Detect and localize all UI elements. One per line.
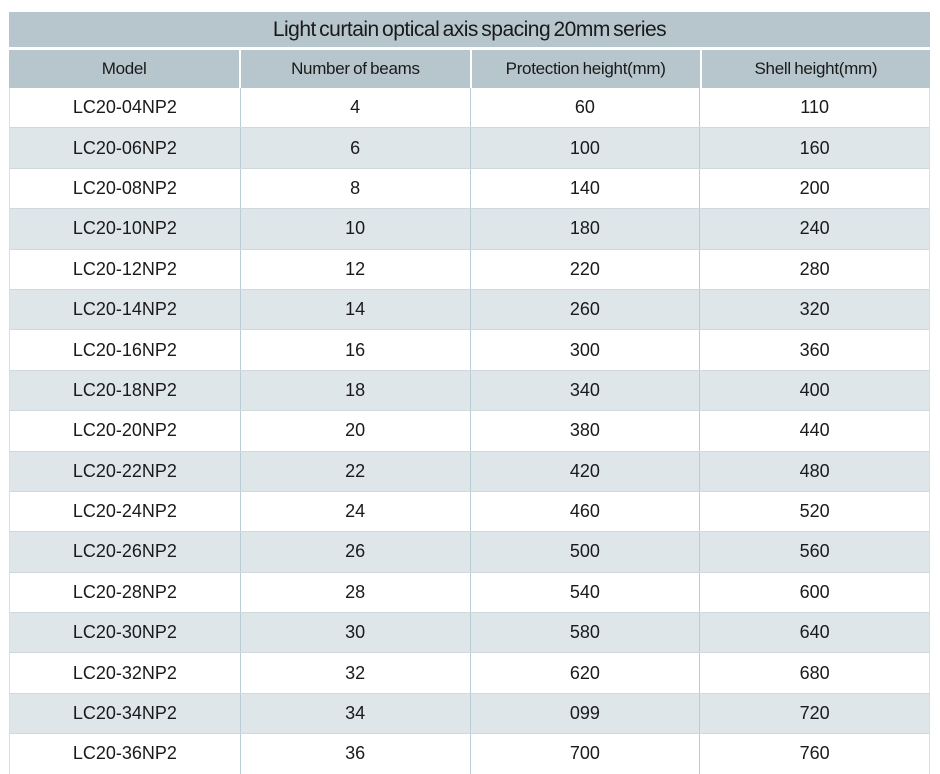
shell-height-cell: 600 bbox=[699, 572, 929, 613]
protection-height-cell: 500 bbox=[469, 532, 700, 572]
model-cell: LC20-24NP2 bbox=[72, 501, 177, 522]
protection-height-cell: 60 bbox=[469, 88, 700, 128]
shell-height-cell: 560 bbox=[699, 532, 929, 572]
number-of-beams-cell: 12 bbox=[239, 249, 470, 289]
shell-height-cell: 360 bbox=[699, 330, 929, 370]
table-row: LC20-10NP2 10 180 240 bbox=[10, 208, 929, 249]
shell-height-cell: 240 bbox=[699, 209, 929, 249]
shell-height-cell: 110 bbox=[699, 88, 929, 128]
spec-table: Light curtain optical axis spacing 20mm … bbox=[9, 12, 930, 774]
shell-height-cell: 720 bbox=[699, 693, 929, 734]
table-row: LC20-24NP2 24 460 520 bbox=[10, 490, 929, 532]
number-of-beams-cell: 8 bbox=[239, 168, 470, 209]
model-cell: LC20-06NP2 bbox=[72, 137, 177, 158]
table-row: LC20-34NP2 34 099 720 bbox=[10, 692, 929, 734]
protection-height-cell: 540 bbox=[469, 572, 700, 613]
protection-height-cell: 180 bbox=[469, 209, 700, 249]
model-cell: LC20-08NP2 bbox=[72, 177, 177, 198]
model-cell: LC20-26NP2 bbox=[72, 541, 177, 562]
column-header-number-of-beams: Number of beams bbox=[239, 50, 469, 88]
protection-height-cell: 460 bbox=[469, 491, 700, 532]
model-cell: LC20-28NP2 bbox=[72, 581, 177, 602]
model-cell: LC20-36NP2 bbox=[72, 743, 177, 764]
number-of-beams-cell: 32 bbox=[239, 653, 470, 693]
protection-height-cell: 380 bbox=[469, 411, 700, 451]
number-of-beams-cell: 36 bbox=[239, 734, 470, 774]
model-cell: LC20-32NP2 bbox=[72, 662, 177, 683]
table-row: LC20-06NP2 6 100 160 bbox=[10, 127, 929, 168]
table-row: LC20-16NP2 16 300 360 bbox=[10, 329, 929, 370]
model-cell: LC20-04NP2 bbox=[72, 97, 177, 118]
column-header-shell-height: Shell height(mm) bbox=[699, 50, 930, 88]
model-cell: LC20-20NP2 bbox=[72, 420, 177, 441]
protection-height-cell: 620 bbox=[469, 653, 700, 693]
table-row: LC20-32NP2 32 620 680 bbox=[10, 652, 929, 693]
protection-height-cell: 420 bbox=[469, 451, 700, 491]
protection-height-cell: 260 bbox=[469, 289, 700, 330]
shell-height-cell: 400 bbox=[699, 370, 929, 411]
table-row: LC20-28NP2 28 540 600 bbox=[10, 571, 929, 613]
table-row: LC20-30NP2 30 580 640 bbox=[10, 612, 929, 653]
shell-height-cell: 480 bbox=[699, 451, 929, 491]
number-of-beams-cell: 26 bbox=[239, 532, 470, 572]
model-cell: LC20-14NP2 bbox=[72, 299, 177, 320]
protection-height-cell: 099 bbox=[469, 693, 700, 734]
model-cell: LC20-10NP2 bbox=[72, 218, 177, 239]
protection-height-cell: 580 bbox=[469, 613, 700, 653]
table-row: LC20-18NP2 18 340 400 bbox=[10, 369, 929, 411]
table-row: LC20-04NP2 4 60 110 bbox=[10, 88, 929, 128]
table-row: LC20-12NP2 12 220 280 bbox=[10, 248, 929, 289]
protection-height-cell: 140 bbox=[469, 168, 700, 209]
number-of-beams-cell: 4 bbox=[239, 88, 470, 128]
shell-height-cell: 160 bbox=[699, 128, 929, 168]
table-row: LC20-26NP2 26 500 560 bbox=[10, 531, 929, 572]
table-title: Light curtain optical axis spacing 20mm … bbox=[9, 12, 930, 50]
number-of-beams-cell: 6 bbox=[239, 128, 470, 168]
protection-height-cell: 100 bbox=[469, 128, 700, 168]
shell-height-cell: 200 bbox=[699, 168, 929, 209]
column-header-protection-height: Protection height(mm) bbox=[469, 50, 700, 88]
protection-height-cell: 340 bbox=[469, 370, 700, 411]
number-of-beams-cell: 30 bbox=[239, 613, 470, 653]
shell-height-cell: 760 bbox=[699, 734, 929, 774]
table-row: LC20-20NP2 20 380 440 bbox=[10, 410, 929, 451]
protection-height-cell: 220 bbox=[469, 249, 700, 289]
number-of-beams-cell: 24 bbox=[239, 491, 470, 532]
table-row: LC20-08NP2 8 140 200 bbox=[10, 167, 929, 209]
shell-height-cell: 440 bbox=[699, 411, 929, 451]
number-of-beams-cell: 16 bbox=[239, 330, 470, 370]
number-of-beams-cell: 14 bbox=[239, 289, 470, 330]
number-of-beams-cell: 22 bbox=[239, 451, 470, 491]
number-of-beams-cell: 34 bbox=[239, 693, 470, 734]
shell-height-cell: 520 bbox=[699, 491, 929, 532]
number-of-beams-cell: 18 bbox=[239, 370, 470, 411]
table-body: LC20-04NP2 4 60 110 LC20-06NP2 6 100 160 LC20-08… bbox=[9, 88, 930, 774]
shell-height-cell: 320 bbox=[699, 289, 929, 330]
model-cell: LC20-22NP2 bbox=[72, 460, 177, 481]
model-cell: LC20-16NP2 bbox=[72, 339, 177, 360]
shell-height-cell: 280 bbox=[699, 249, 929, 289]
number-of-beams-cell: 28 bbox=[239, 572, 470, 613]
model-cell: LC20-30NP2 bbox=[72, 622, 177, 643]
table-row: LC20-36NP2 36 700 760 bbox=[10, 733, 929, 774]
protection-height-cell: 300 bbox=[469, 330, 700, 370]
model-cell: LC20-34NP2 bbox=[72, 703, 177, 724]
model-cell: LC20-18NP2 bbox=[72, 379, 177, 400]
number-of-beams-cell: 20 bbox=[239, 411, 470, 451]
column-header-model: Model bbox=[101, 59, 147, 78]
table-header-row: Model Number of beams Protection height(… bbox=[9, 50, 930, 88]
number-of-beams-cell: 10 bbox=[239, 209, 470, 249]
protection-height-cell: 700 bbox=[469, 734, 700, 774]
shell-height-cell: 640 bbox=[699, 613, 929, 653]
table-row: LC20-22NP2 22 420 480 bbox=[10, 450, 929, 491]
model-cell: LC20-12NP2 bbox=[72, 258, 177, 279]
shell-height-cell: 680 bbox=[699, 653, 929, 693]
table-row: LC20-14NP2 14 260 320 bbox=[10, 288, 929, 330]
